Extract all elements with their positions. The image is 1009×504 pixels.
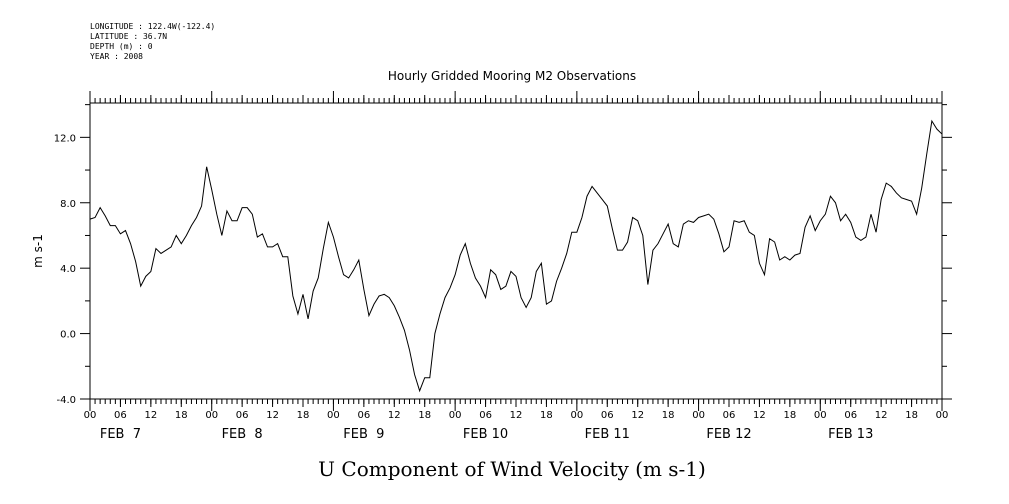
- x-date-label: FEB 12: [706, 427, 751, 442]
- y-tick-label: 4.0: [60, 264, 76, 275]
- x-hour-label: 12: [144, 410, 157, 421]
- x-date-label: FEB 8: [222, 427, 263, 442]
- minor-ticks: [89, 98, 943, 404]
- x-hour-label: 06: [236, 410, 249, 421]
- x-hour-label: 18: [175, 410, 188, 421]
- x-hour-label: 00: [84, 410, 97, 421]
- x-hour-label: 06: [357, 410, 370, 421]
- x-hour-label: 18: [418, 410, 431, 421]
- x-hour-label: 12: [631, 410, 644, 421]
- x-hour-label: 00: [936, 410, 949, 421]
- x-hour-label: 18: [540, 410, 553, 421]
- x-hour-label: 06: [723, 410, 736, 421]
- x-hour-label: 00: [205, 410, 218, 421]
- x-hour-label: 18: [662, 410, 675, 421]
- x-date-label: FEB 7: [100, 427, 141, 442]
- x-hour-label: 18: [297, 410, 310, 421]
- x-hour-label: 18: [783, 410, 796, 421]
- x-axis: 00 06 12 18 00 06 12 18 00 06 12 18 00 06 12 18 00 06 12 18…: [84, 91, 949, 442]
- year-label: YEAR : 2008: [90, 52, 143, 61]
- x-hour-label: 06: [114, 410, 127, 421]
- x-hour-label: 12: [875, 410, 888, 421]
- x-hour-label: 12: [510, 410, 523, 421]
- x-date-label: FEB 11: [585, 427, 630, 442]
- x-hour-label: 06: [844, 410, 857, 421]
- x-hour-label: 18: [905, 410, 918, 421]
- y-tick-label: 0.0: [60, 330, 76, 341]
- x-date-label: FEB 10: [463, 427, 508, 442]
- x-date-label: FEB 9: [343, 427, 384, 442]
- longitude-label: LONGITUDE : 122.4W(-122.4): [90, 22, 216, 31]
- x-hour-label: 06: [601, 410, 614, 421]
- depth-label: DEPTH (m) : 0: [90, 42, 153, 51]
- x-hour-label: 00: [449, 410, 462, 421]
- metadata-block: LONGITUDE : 122.4W(-122.4) LATITUDE : 36…: [90, 22, 215, 62]
- x-hour-label: 00: [814, 410, 827, 421]
- x-hour-label: 12: [266, 410, 279, 421]
- x-hour-label: 06: [479, 410, 492, 421]
- x-date-label: FEB 13: [828, 427, 873, 442]
- series-line: [89, 119, 943, 393]
- x-hour-label: 00: [692, 410, 705, 421]
- latitude-label: LATITUDE : 36.7N: [90, 32, 168, 41]
- y-tick-label: 12.0: [54, 133, 76, 144]
- y-axis: -4.0 0.0 4.0 8.0 12.0: [54, 104, 952, 406]
- y-tick-label: 8.0: [60, 199, 76, 210]
- x-axis-label: U Component of Wind Velocity (m s-1): [318, 457, 706, 481]
- chart-title: Hourly Gridded Mooring M2 Observations: [388, 69, 636, 83]
- x-hour-label: 00: [327, 410, 340, 421]
- x-hour-label: 12: [388, 410, 401, 421]
- x-hour-label: 12: [753, 410, 766, 421]
- y-tick-label: -4.0: [56, 395, 76, 406]
- x-hour-label: 00: [570, 410, 583, 421]
- plot-frame: [89, 102, 943, 400]
- y-axis-label: m s-1: [31, 234, 45, 268]
